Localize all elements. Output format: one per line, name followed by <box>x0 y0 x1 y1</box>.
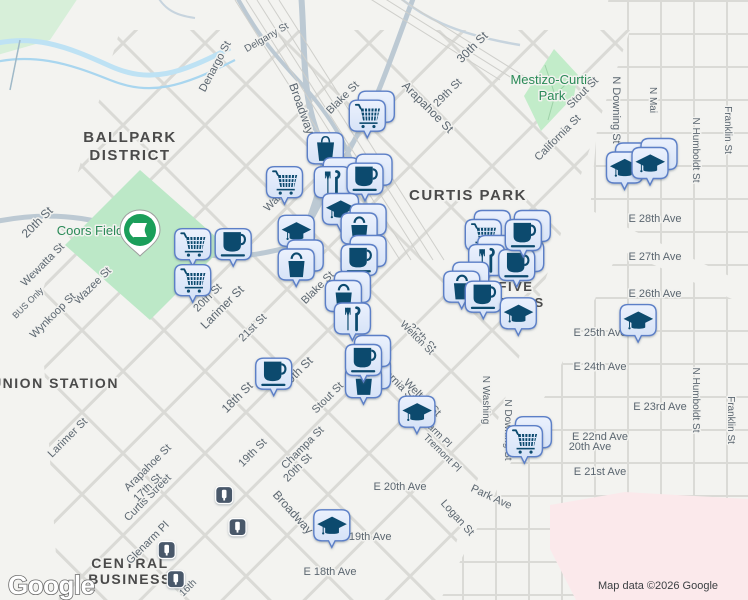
svg-text:N Humboldt St: N Humboldt St <box>690 117 701 182</box>
svg-text:E 18th Ave: E 18th Ave <box>303 566 356 578</box>
svg-text:E 25th Ave: E 25th Ave <box>573 327 626 339</box>
svg-text:DISTRICT: DISTRICT <box>89 147 170 164</box>
svg-text:Franklin St: Franklin St <box>722 106 733 154</box>
svg-text:E 24th Ave: E 24th Ave <box>573 361 626 373</box>
svg-text:N Washing: N Washing <box>480 376 491 425</box>
svg-text:20th Ave: 20th Ave <box>569 441 612 453</box>
svg-text:E 23rd Ave: E 23rd Ave <box>633 401 687 413</box>
svg-text:E 27th Ave: E 27th Ave <box>628 251 681 263</box>
svg-text:CURTIS PARK: CURTIS PARK <box>409 187 527 204</box>
svg-text:N Mai: N Mai <box>647 87 658 113</box>
svg-text:Google: Google <box>8 572 95 600</box>
svg-text:N Humboldt St: N Humboldt St <box>690 367 701 432</box>
svg-text:Coors Field: Coors Field <box>57 223 123 238</box>
svg-text:N Downing St: N Downing St <box>610 76 622 143</box>
svg-text:BALLPARK: BALLPARK <box>83 129 176 146</box>
svg-text:E 21st Ave: E 21st Ave <box>574 466 626 478</box>
svg-text:Park: Park <box>539 88 566 103</box>
svg-text:E 20th Ave: E 20th Ave <box>373 481 426 493</box>
svg-text:E 28th Ave: E 28th Ave <box>628 213 681 225</box>
svg-text:UNION STATION: UNION STATION <box>0 375 119 391</box>
svg-text:E 26th Ave: E 26th Ave <box>628 288 681 300</box>
svg-text:Franklin St: Franklin St <box>725 396 736 444</box>
